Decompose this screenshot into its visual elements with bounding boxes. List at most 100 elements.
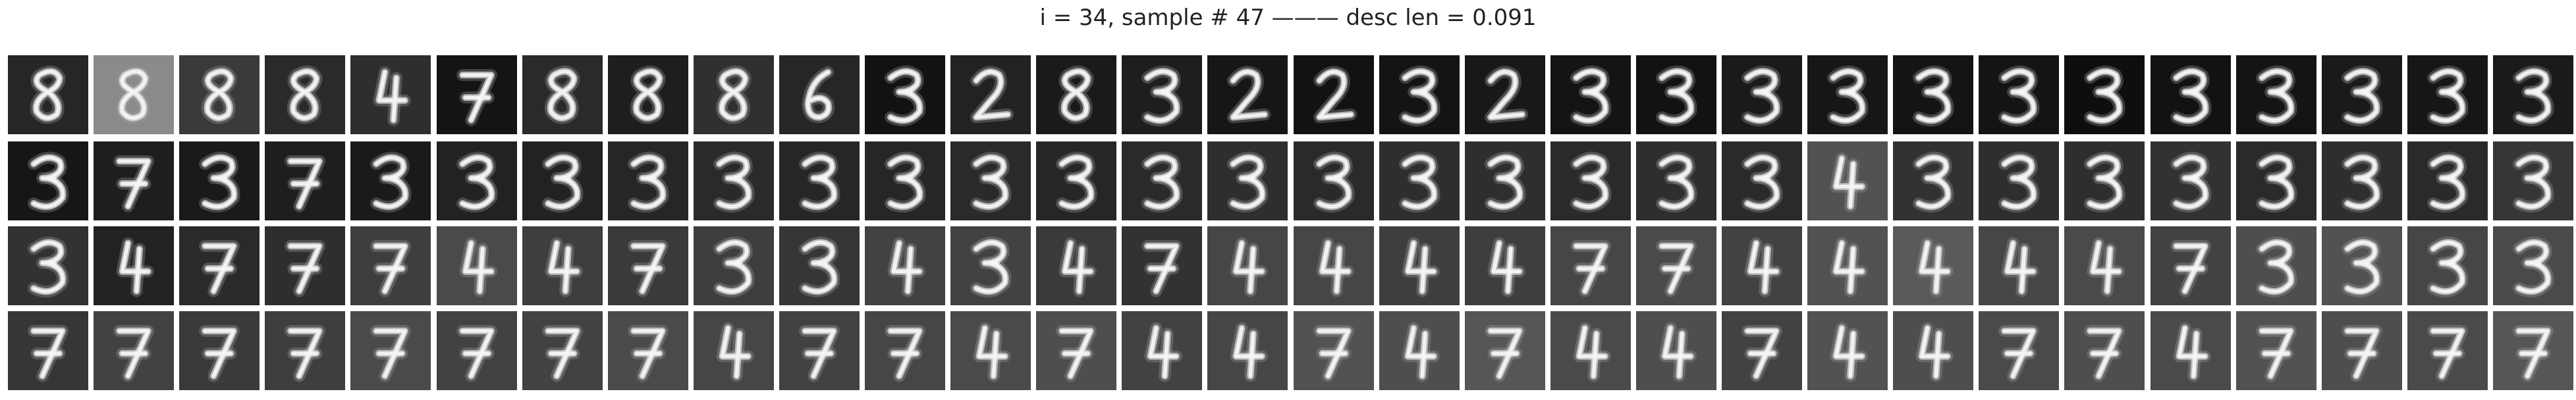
digit-thumbnail — [1722, 141, 1802, 220]
digit-thumbnail — [1979, 226, 2060, 305]
digit-thumbnail — [1036, 226, 1117, 305]
digit-thumbnail — [2407, 311, 2488, 390]
digit-thumbnail — [1293, 226, 1374, 305]
digit-thumbnail — [2321, 141, 2402, 220]
digit-thumbnail — [179, 226, 260, 305]
digit-thumbnail — [265, 55, 346, 134]
digit-thumbnail — [265, 226, 346, 305]
digit-thumbnail — [2492, 55, 2573, 134]
digit-thumbnail — [265, 311, 346, 390]
digit-thumbnail — [779, 226, 860, 305]
digit-thumbnail — [950, 141, 1031, 220]
digit-thumbnail — [2492, 311, 2573, 390]
digit-thumbnail — [607, 55, 688, 134]
digit-thumbnail — [522, 55, 603, 134]
digit-thumbnail — [865, 226, 945, 305]
digit-thumbnail — [1807, 226, 1888, 305]
digit-thumbnail — [2407, 226, 2488, 305]
digit-thumbnail — [436, 226, 517, 305]
digit-thumbnail — [1379, 141, 1460, 220]
digit-thumbnail — [2321, 55, 2402, 134]
digit-thumbnail — [94, 311, 175, 390]
digit-thumbnail — [779, 55, 860, 134]
digit-thumbnail — [1207, 55, 1288, 134]
digit-thumbnail — [94, 55, 175, 134]
digit-thumbnail — [2235, 141, 2316, 220]
digit-thumbnail — [2321, 311, 2402, 390]
digit-thumbnail — [693, 226, 774, 305]
digit-thumbnail — [1635, 141, 1716, 220]
digit-thumbnail — [350, 311, 431, 390]
digit-thumbnail — [265, 141, 346, 220]
digit-thumbnail — [865, 55, 945, 134]
digit-thumbnail — [1293, 311, 1374, 390]
digit-thumbnail — [950, 311, 1031, 390]
digit-thumbnail — [8, 226, 88, 305]
digit-thumbnail — [1550, 141, 1631, 220]
digit-thumbnail — [1036, 55, 1117, 134]
digit-thumbnail — [94, 141, 175, 220]
digit-thumbnail — [1550, 55, 1631, 134]
digit-thumbnail — [1122, 141, 1203, 220]
digit-thumbnail — [1550, 311, 1631, 390]
digit-thumbnail — [1122, 226, 1203, 305]
digit-thumbnail — [1893, 226, 1974, 305]
digit-thumbnail — [950, 226, 1031, 305]
digit-thumbnail — [1635, 226, 1716, 305]
digit-thumbnail — [179, 141, 260, 220]
digit-thumbnail — [1293, 55, 1374, 134]
digit-thumbnail — [1807, 55, 1888, 134]
digit-thumbnail — [1807, 141, 1888, 220]
digit-thumbnail — [8, 141, 88, 220]
digit-thumbnail — [522, 311, 603, 390]
digit-thumbnail — [1464, 141, 1545, 220]
digit-thumbnail — [2407, 55, 2488, 134]
digit-thumbnail — [1807, 311, 1888, 390]
digit-thumbnail — [1635, 55, 1716, 134]
digit-thumbnail — [1207, 141, 1288, 220]
digit-thumbnail — [1979, 55, 2060, 134]
digit-thumbnail — [1122, 311, 1203, 390]
digit-thumbnail — [607, 226, 688, 305]
digit-thumbnail — [1550, 226, 1631, 305]
digit-thumbnail — [2150, 55, 2231, 134]
digit-thumbnail — [1464, 226, 1545, 305]
digit-thumbnail — [94, 226, 175, 305]
digit-thumbnail — [179, 55, 260, 134]
figure-title: i = 34, sample # 47 ——— desc len = 0.091 — [1039, 5, 1537, 31]
digit-thumbnail — [1979, 141, 2060, 220]
digit-thumbnail — [2064, 55, 2145, 134]
digit-thumbnail — [1036, 311, 1117, 390]
digit-thumbnail — [436, 55, 517, 134]
digit-thumbnail — [2150, 311, 2231, 390]
digit-thumbnail — [1379, 226, 1460, 305]
digit-thumbnail — [8, 55, 88, 134]
digit-thumbnail — [436, 311, 517, 390]
digit-thumbnail — [8, 311, 88, 390]
digit-thumbnail — [1207, 311, 1288, 390]
digit-thumbnail — [2235, 55, 2316, 134]
digit-thumbnail — [950, 55, 1031, 134]
digit-thumbnail — [1464, 311, 1545, 390]
digit-thumbnail — [865, 141, 945, 220]
digit-thumbnail — [350, 55, 431, 134]
digit-thumbnail — [1464, 55, 1545, 134]
digit-thumbnail — [1722, 55, 1802, 134]
digit-thumbnail — [2064, 141, 2145, 220]
digit-thumbnail — [1207, 226, 1288, 305]
digit-thumbnail — [1979, 311, 2060, 390]
digit-thumbnail — [1893, 311, 1974, 390]
digit-thumbnail — [865, 311, 945, 390]
digit-thumbnail — [2407, 141, 2488, 220]
digit-thumbnail — [1893, 141, 1974, 220]
digit-thumbnail — [522, 141, 603, 220]
digit-thumbnail — [1122, 55, 1203, 134]
digit-thumbnail — [2150, 226, 2231, 305]
digit-thumbnail — [2235, 226, 2316, 305]
digit-thumbnail — [2492, 141, 2573, 220]
digit-thumbnail — [1635, 311, 1716, 390]
digit-thumbnail — [2235, 311, 2316, 390]
digit-thumbnail — [693, 55, 774, 134]
digit-thumbnail — [522, 226, 603, 305]
digit-thumbnail — [2150, 141, 2231, 220]
